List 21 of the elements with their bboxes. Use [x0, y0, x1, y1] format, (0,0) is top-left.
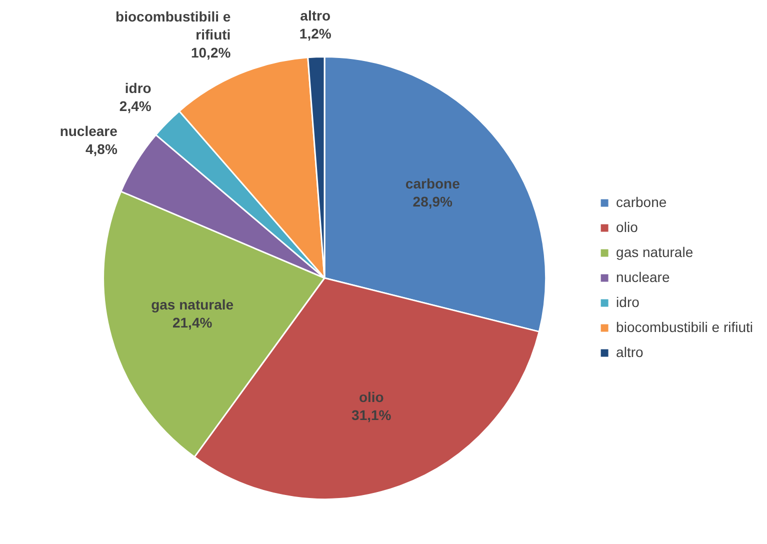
legend-label: gas naturale	[616, 244, 694, 260]
legend-label: nucleare	[616, 268, 670, 285]
slice-label: nucleare	[60, 123, 118, 140]
slice-label: altro	[300, 8, 331, 24]
slice-label: idro	[124, 80, 152, 96]
data-label: 4,8%	[85, 141, 118, 158]
slice-label: olio	[358, 388, 384, 405]
data-label: 28,9%	[412, 193, 454, 210]
legend-label: altro	[616, 344, 644, 360]
data-label: 31,1%	[352, 406, 392, 423]
slice-label: carbone	[405, 175, 460, 192]
slice-label: biocombustibili e rifiuti	[116, 8, 231, 42]
data-label: 2,4%	[119, 98, 152, 114]
legend-label: idro	[616, 294, 640, 310]
data-label: 21,4%	[172, 314, 213, 330]
legend-label: olio	[616, 218, 638, 235]
data-label: 1,2%	[299, 26, 332, 42]
slice-label: gas naturale	[151, 296, 234, 312]
data-label: 10,2%	[190, 44, 232, 60]
legend-label: biocombustibili e rifiuti	[616, 318, 754, 335]
legend-label: carbone	[616, 194, 667, 210]
